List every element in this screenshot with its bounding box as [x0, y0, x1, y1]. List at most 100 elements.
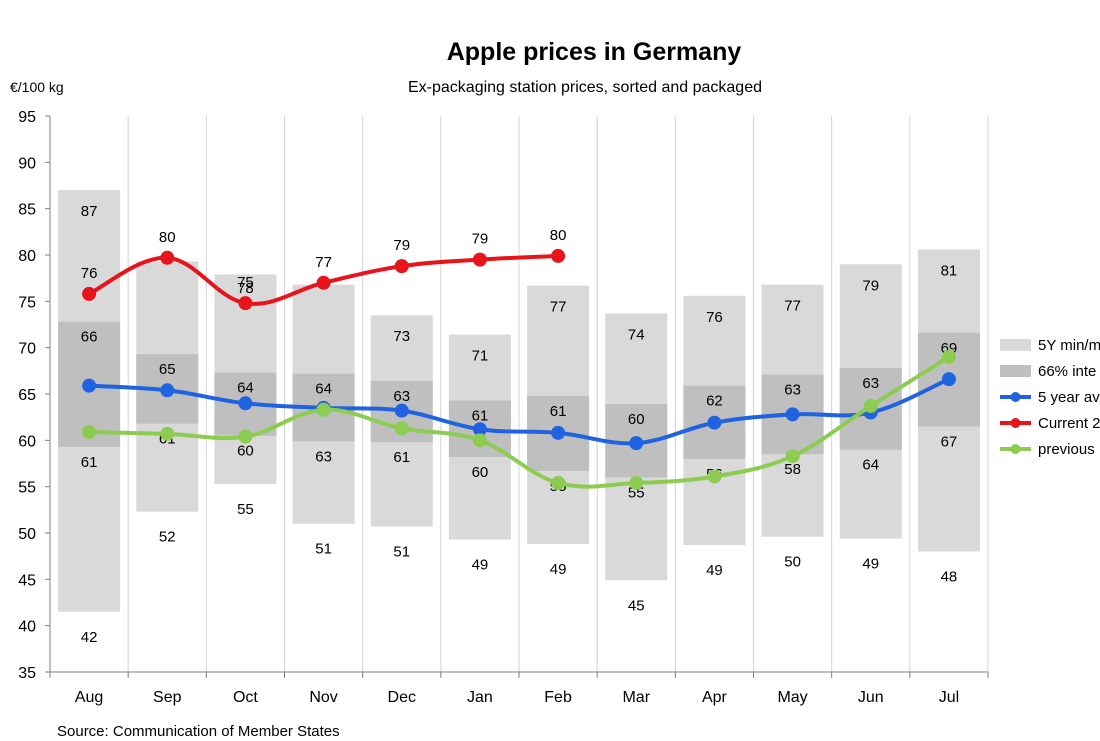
- series-point: [238, 296, 253, 311]
- min-label: 49: [550, 561, 567, 578]
- x-tick-label: Aug: [75, 689, 103, 706]
- interval-high-label: 65: [159, 361, 176, 378]
- series-point: [785, 407, 800, 422]
- current-label: 76: [81, 265, 98, 282]
- current-label: 80: [159, 229, 176, 246]
- series-point: [551, 425, 566, 440]
- y-tick-label: 35: [18, 665, 36, 682]
- interval-low-label: 63: [315, 448, 332, 465]
- legend-swatch: [1000, 365, 1031, 377]
- min-label: 51: [315, 541, 332, 558]
- series-point: [394, 259, 409, 274]
- x-tick-label: Feb: [544, 689, 572, 706]
- y-tick-label: 55: [18, 480, 36, 497]
- plot-area: 35 40 45 50 55 60 65 70 75 80 85 90 95 Aug Sep Oct Nov De…: [18, 109, 989, 706]
- interval-high-label: 62: [706, 393, 723, 410]
- interval-high-label: 61: [550, 403, 567, 420]
- interval-high-label: 60: [628, 411, 645, 428]
- chart-subtitle: Ex-packaging station prices, sorted and …: [408, 79, 762, 96]
- current-label: 77: [315, 254, 332, 271]
- legend-label: Current 2: [1038, 415, 1100, 432]
- max-label: 77: [550, 299, 567, 316]
- series-point: [629, 475, 644, 490]
- min-label: 48: [941, 569, 958, 586]
- y-tick-label: 45: [18, 572, 36, 589]
- max-label: 74: [628, 326, 645, 343]
- interval-low-label: 67: [941, 433, 958, 450]
- y-tick-label: 80: [18, 248, 36, 265]
- y-tick-label: 75: [18, 294, 36, 311]
- legend-label: 5 year av: [1038, 389, 1100, 406]
- series-point: [316, 402, 331, 417]
- series-point: [394, 403, 409, 418]
- min-label: 55: [237, 501, 254, 518]
- interval-low-label: 64: [862, 457, 879, 474]
- min-label: 50: [784, 554, 801, 571]
- current-label: 75: [237, 274, 254, 291]
- series-point: [941, 349, 956, 364]
- interval-high-label: 63: [862, 375, 879, 392]
- interval-high-label: 64: [237, 380, 254, 397]
- y-unit-label: €/100 kg: [10, 79, 64, 95]
- min-label: 49: [472, 556, 489, 573]
- y-tick-label: 40: [18, 619, 36, 636]
- interval-low-label: 61: [393, 449, 410, 466]
- x-tick-label: Jun: [858, 689, 884, 706]
- series-point: [316, 275, 331, 290]
- legend-marker: [1010, 392, 1021, 402]
- x-tick-label: Mar: [622, 689, 650, 706]
- interval-high-label: 66: [81, 329, 98, 346]
- legend-label: 66% inte: [1038, 363, 1096, 380]
- max-label: 79: [862, 277, 879, 294]
- series-point: [785, 449, 800, 464]
- x-tick-label: Sep: [153, 689, 182, 706]
- interval-low-label: 60: [472, 464, 489, 481]
- interval-high-label: 64: [315, 381, 332, 398]
- series-point: [707, 469, 722, 484]
- x-tick-label: Jan: [467, 689, 493, 706]
- y-tick-label: 85: [18, 202, 36, 219]
- current-label: 80: [550, 227, 567, 244]
- series-point: [82, 424, 97, 439]
- interval-high-label: 63: [393, 388, 410, 405]
- legend-label: 5Y min/m: [1038, 337, 1100, 354]
- series-point: [472, 422, 487, 437]
- legend-marker: [1010, 444, 1021, 454]
- min-label: 49: [706, 562, 723, 579]
- series-point: [82, 378, 97, 393]
- max-label: 73: [393, 328, 410, 345]
- x-tick-label: Dec: [388, 689, 416, 706]
- x-tick-label: Jul: [939, 689, 959, 706]
- x-tick-label: Nov: [309, 689, 337, 706]
- min-label: 45: [628, 597, 645, 614]
- series-point: [863, 399, 878, 414]
- current-label: 78: [237, 280, 254, 297]
- series-point: [160, 426, 175, 441]
- interval-low-label: 58: [784, 461, 801, 478]
- y-tick-label: 50: [18, 526, 36, 543]
- min-label: 51: [393, 544, 410, 561]
- interval-low-label: 55: [628, 484, 645, 501]
- max-label: 77: [784, 298, 801, 315]
- min-label: 42: [81, 629, 98, 646]
- legend-marker: [1010, 418, 1021, 428]
- source-note: Source: Communication of Member States: [57, 723, 340, 740]
- interval-high-label: 63: [784, 382, 801, 399]
- series-point: [551, 248, 566, 263]
- legend-label: previous: [1038, 441, 1095, 458]
- x-tick-label: Apr: [702, 689, 728, 706]
- interval-low-label: 60: [237, 443, 254, 460]
- legend-swatch: [1000, 339, 1031, 351]
- x-tick-label: May: [777, 689, 807, 706]
- series-point: [82, 286, 97, 301]
- series-point: [629, 436, 644, 451]
- interval-low-label: 61: [81, 454, 98, 471]
- y-tick-label: 95: [18, 109, 36, 126]
- min-label: 52: [159, 529, 176, 546]
- interval-high-label: 61: [472, 407, 489, 424]
- max-label: 81: [941, 262, 958, 279]
- y-tick-label: 90: [18, 155, 36, 172]
- min-label: 49: [862, 556, 879, 573]
- series-point: [551, 475, 566, 490]
